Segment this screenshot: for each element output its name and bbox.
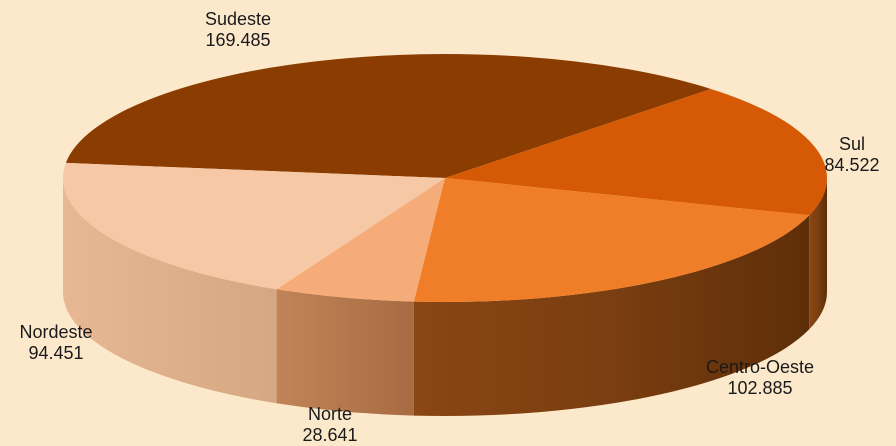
slice-value-sul: 84.522 (824, 155, 880, 175)
slice-value-sudeste: 169.485 (205, 30, 271, 50)
slice-name-nordeste: Nordeste (19, 322, 93, 342)
pie-slice-norte (276, 178, 445, 302)
pie-slice-centro-oeste (413, 178, 810, 302)
pie-side-wall-1 (276, 289, 414, 416)
slice-name-norte: Norte (307, 404, 352, 424)
pie-side-wall-2 (413, 215, 810, 416)
pie-side-wall-3 (809, 178, 827, 330)
slice-label-norte: Norte 28.641 (280, 404, 380, 446)
pie-slice-sul (445, 88, 827, 216)
pie-sides (63, 178, 827, 416)
slice-label-sul: Sul 84.522 (810, 134, 894, 176)
pie-top-slices (62, 53, 827, 302)
slice-label-nordeste: Nordeste 94.451 (6, 322, 106, 364)
slice-value-nordeste: 94.451 (28, 343, 84, 363)
pie-slice-sudeste (65, 53, 711, 178)
slice-value-norte: 28.641 (302, 425, 358, 445)
slice-value-centro-oeste: 102.885 (727, 378, 793, 398)
pie-slice-nordeste (62, 162, 445, 290)
slice-name-centro-oeste: Centro-Oeste (705, 357, 815, 377)
slice-name-sul: Sul (838, 134, 865, 154)
slice-name-sudeste: Sudeste (204, 9, 272, 29)
slice-label-centro-oeste: Centro-Oeste 102.885 (690, 357, 830, 399)
slice-label-sudeste: Sudeste 169.485 (188, 9, 288, 51)
pie-side-wall-0 (63, 178, 277, 404)
